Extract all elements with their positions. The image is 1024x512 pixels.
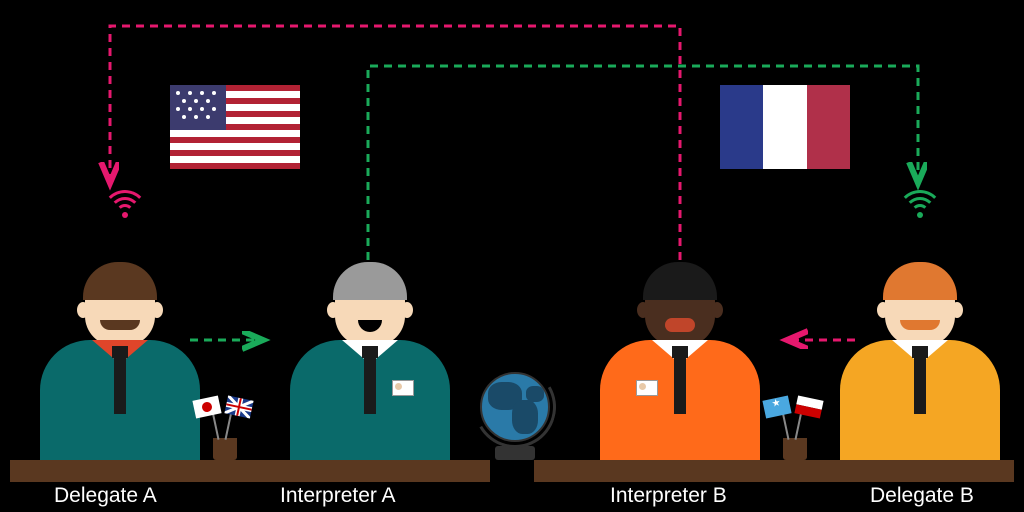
label-interpreter-a: Interpreter A — [280, 484, 396, 508]
delegate-b — [830, 266, 1010, 460]
delegate-a — [30, 266, 210, 460]
flag-france — [720, 85, 850, 165]
label-interpreter-b: Interpreter B — [610, 484, 727, 508]
flag-usa — [170, 85, 300, 165]
globe-icon — [480, 372, 550, 460]
wifi-icon — [100, 190, 150, 230]
wifi-icon — [895, 190, 945, 230]
label-delegate-b: Delegate B — [870, 484, 974, 508]
desk — [10, 460, 490, 482]
flag-stand — [210, 438, 240, 460]
interpreter-b — [590, 266, 770, 460]
label-delegate-a: Delegate A — [54, 484, 157, 508]
interpreter-a — [280, 266, 460, 460]
diagram-root: { "type": "infographic", "dimensions": [… — [0, 0, 1024, 512]
desk — [534, 460, 1014, 482]
flag-stand: ★ — [780, 438, 810, 460]
